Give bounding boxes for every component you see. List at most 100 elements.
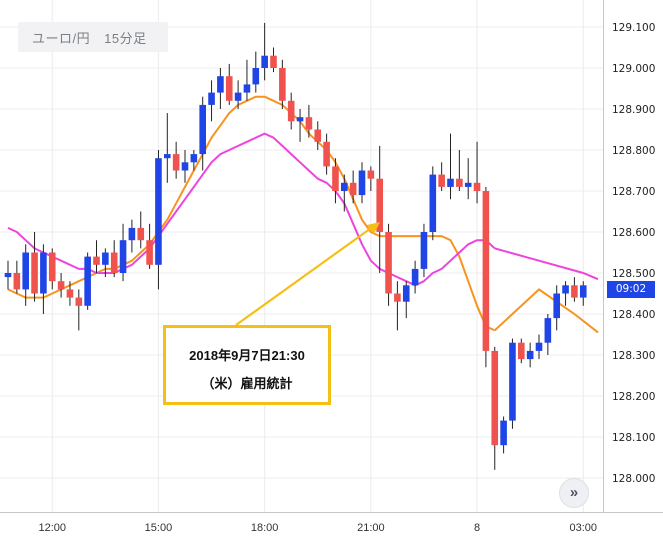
candle <box>491 346 499 470</box>
candle-body-down <box>279 68 286 101</box>
candle <box>314 121 322 150</box>
candle <box>535 334 543 360</box>
grid-layer <box>0 0 603 512</box>
candle <box>22 244 29 306</box>
double-chevron-right-icon: » <box>569 484 579 501</box>
y-tick-label: 129.000 <box>612 63 655 75</box>
x-tick-label: 18:00 <box>251 522 279 534</box>
candle-body-down <box>314 129 322 142</box>
candle-body-up <box>102 252 109 265</box>
candle <box>358 162 366 204</box>
candle-body-up <box>261 55 268 68</box>
interval-label: 15分足 <box>104 31 147 46</box>
candle-body-down <box>482 191 490 351</box>
candle-body-up <box>420 232 428 269</box>
candle <box>128 219 136 253</box>
ma_short-line <box>7 95 496 332</box>
candle-body-down <box>571 285 578 298</box>
y-tick-label: 128.900 <box>612 104 655 116</box>
moving-average-layer <box>7 95 599 334</box>
candle-body-up <box>252 68 260 85</box>
candle <box>464 158 472 200</box>
candle-body-up <box>199 104 206 155</box>
candle-body-up <box>526 350 534 360</box>
candle-body-up <box>544 318 552 343</box>
candle-body-down <box>394 293 401 302</box>
candle <box>323 133 330 175</box>
y-tick-label: 128.400 <box>612 309 655 321</box>
candle-body-up <box>562 285 569 294</box>
candle <box>40 244 47 314</box>
candle <box>75 289 83 331</box>
candle-body-up <box>500 420 507 446</box>
candle-body-down <box>13 273 21 290</box>
candle <box>261 22 268 81</box>
candle <box>217 68 224 109</box>
annotation-datetime: 2018年9月7日21:30 <box>189 348 305 363</box>
candle-body-up <box>164 154 171 159</box>
candle <box>562 281 569 306</box>
candle <box>279 59 286 109</box>
candle-body-up <box>217 76 224 93</box>
candle-body-down <box>456 178 463 187</box>
y-tick-label: 129.100 <box>612 22 655 34</box>
candle <box>13 260 21 294</box>
candle-body-up <box>22 252 29 290</box>
x-tick-label: 12:00 <box>38 522 66 534</box>
candle <box>305 104 313 138</box>
candle-body-down <box>66 289 74 298</box>
annotation-arrow-head <box>367 222 380 234</box>
candle <box>110 240 118 278</box>
y-tick-label: 128.300 <box>612 350 655 362</box>
candle <box>544 314 552 355</box>
candle <box>553 285 560 331</box>
current-price-tag: 09:02 <box>607 281 655 298</box>
candle-body-up <box>411 268 419 286</box>
y-tick-label: 128.200 <box>612 391 655 403</box>
scroll-to-latest-button[interactable]: » <box>559 478 589 508</box>
candle <box>332 158 339 204</box>
annotation-arrow-line <box>235 225 375 326</box>
candle-body-down <box>473 182 481 191</box>
candle <box>509 338 516 429</box>
y-tick-label: 128.100 <box>612 432 655 444</box>
y-tick-label: 128.700 <box>612 186 655 198</box>
candle-body-down <box>438 174 445 187</box>
x-tick-label: 03:00 <box>569 522 597 534</box>
candle-body-down <box>270 55 277 68</box>
candle <box>102 248 109 278</box>
candle-body-down <box>491 350 499 446</box>
candle-body-up <box>128 227 136 241</box>
candle-body-up <box>208 92 215 105</box>
candle-body-up <box>429 174 437 232</box>
candle <box>394 281 401 331</box>
candle <box>31 232 38 302</box>
candle <box>57 273 65 298</box>
event-annotation-box: 2018年9月7日21:30 （米）雇用統計 <box>163 325 331 405</box>
candle-body-down <box>349 182 357 196</box>
symbol-title: ユーロ/円 15分足 <box>32 28 161 47</box>
candle-body-down <box>172 154 180 171</box>
candle-body-down <box>323 141 330 167</box>
symbol-title-box: ユーロ/円 15分足 <box>18 22 168 52</box>
candle-body-up <box>509 342 516 421</box>
candle-body-up <box>243 84 251 93</box>
candle-body-down <box>367 170 375 179</box>
candle <box>429 166 437 241</box>
candle <box>402 281 410 319</box>
candle <box>234 80 242 109</box>
x-tick-label: 8 <box>474 522 480 534</box>
candle <box>367 166 375 191</box>
y-tick-label: 128.600 <box>612 227 655 239</box>
candle <box>155 150 162 290</box>
candle-body-up <box>84 256 91 306</box>
candle <box>199 96 206 171</box>
candle <box>571 277 578 302</box>
candle <box>84 252 91 310</box>
candle <box>376 145 383 273</box>
candle <box>181 150 189 183</box>
candle-body-up <box>181 162 189 171</box>
